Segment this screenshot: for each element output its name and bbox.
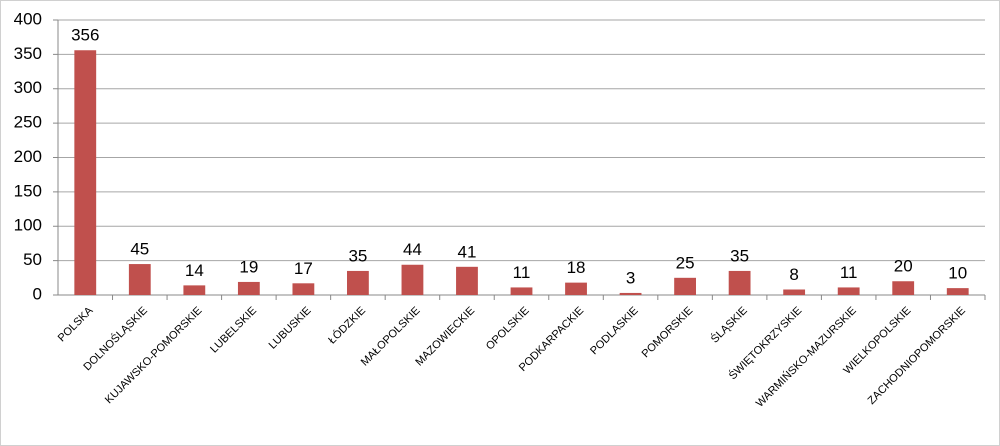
value-label: 356 [71, 26, 99, 45]
value-label: 20 [894, 257, 913, 276]
y-tick-label: 50 [23, 250, 42, 269]
bar [128, 264, 151, 295]
value-label: 41 [458, 242, 477, 261]
bar [74, 50, 97, 295]
value-label: 35 [348, 246, 367, 265]
bar [456, 266, 478, 295]
bar [292, 283, 315, 295]
bar [510, 287, 533, 295]
bar [619, 292, 642, 295]
y-tick-label: 150 [14, 181, 42, 200]
y-tick-label: 400 [14, 9, 42, 28]
bar [783, 289, 806, 295]
value-label: 17 [294, 259, 313, 278]
y-tick-label: 0 [33, 284, 42, 303]
bar [728, 270, 751, 295]
value-label: 35 [730, 246, 749, 265]
value-label: 10 [948, 264, 967, 283]
bar [837, 287, 860, 295]
y-tick-label: 300 [14, 78, 42, 97]
value-label: 11 [840, 263, 858, 282]
bar [565, 282, 587, 295]
value-label: 25 [676, 253, 695, 272]
value-label: 14 [185, 261, 204, 280]
value-label: 8 [789, 265, 798, 284]
y-tick-label: 100 [14, 216, 42, 235]
value-label: 3 [626, 268, 635, 287]
bar [892, 281, 915, 295]
value-label: 44 [403, 240, 422, 259]
value-label: 18 [567, 258, 586, 277]
value-label: 19 [239, 257, 258, 276]
y-tick-label: 250 [14, 113, 42, 132]
bar [401, 264, 424, 295]
y-tick-label: 350 [14, 44, 42, 63]
bar [674, 277, 696, 295]
bar [946, 288, 969, 295]
y-tick-label: 200 [14, 147, 42, 166]
bar [183, 285, 206, 295]
value-label: 11 [513, 263, 531, 282]
value-label: 45 [130, 240, 149, 259]
bar [347, 270, 369, 295]
bar [237, 281, 260, 295]
